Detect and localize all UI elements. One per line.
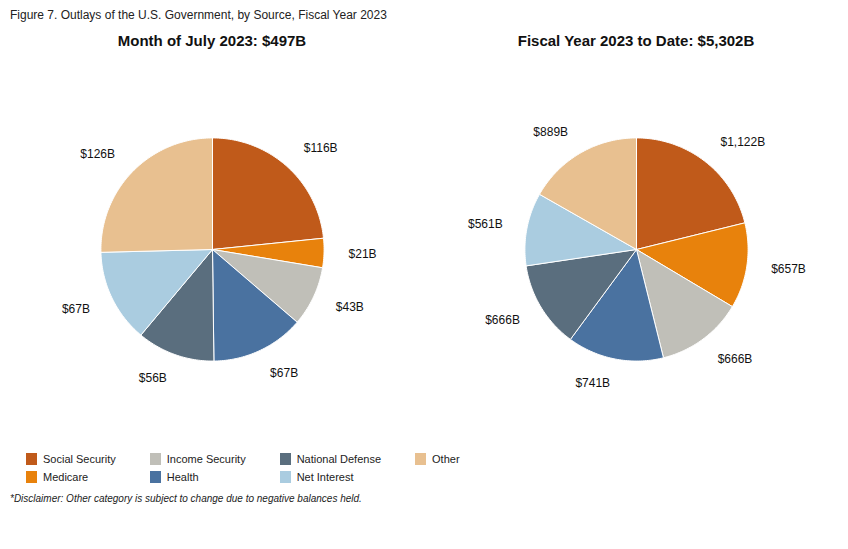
svg-text:$21B: $21B	[349, 247, 377, 261]
svg-text:$67B: $67B	[270, 366, 298, 380]
html-text:Month of July 2023: $497B: Month of July 2023: $497B	[117, 32, 307, 49]
svg-text:$56B: $56B	[139, 371, 167, 385]
svg-text:$561B: $561B	[468, 217, 503, 231]
svg-text:$126B: $126B	[80, 147, 115, 161]
svg-text:$67B: $67B	[62, 302, 90, 316]
html-text:*Disclaimer: Other category is: *Disclaimer: Other category is subject t…	[10, 493, 362, 504]
svg-text:$657B: $657B	[771, 262, 806, 276]
html-text:Health: Health	[166, 471, 199, 483]
svg-text:$43B: $43B	[336, 300, 364, 314]
svg-text:$741B: $741B	[575, 376, 610, 390]
html-text:Fiscal Year 2023 to Date: $5,3: Fiscal Year 2023 to Date: $5,302B	[517, 32, 755, 49]
svg-text:$666B: $666B	[718, 352, 753, 366]
html-text:Income Security: Income Security	[166, 453, 246, 465]
svg-text:$116B: $116B	[304, 141, 338, 155]
html-text:Net Interest: Net Interest	[296, 471, 354, 483]
html-text:Other: Other	[432, 453, 460, 465]
html-text:Figure 7. Outlays of the U.S.: Figure 7. Outlays of the U.S. Government…	[10, 8, 387, 22]
html-text:National Defense: National Defense	[296, 453, 381, 465]
svg-text:$889B: $889B	[533, 125, 568, 139]
svg-text:$1,122B: $1,122B	[720, 135, 765, 149]
html-text:Medicare: Medicare	[43, 471, 89, 483]
html-text:Social Security: Social Security	[43, 453, 116, 465]
svg-text:$666B: $666B	[485, 313, 520, 327]
